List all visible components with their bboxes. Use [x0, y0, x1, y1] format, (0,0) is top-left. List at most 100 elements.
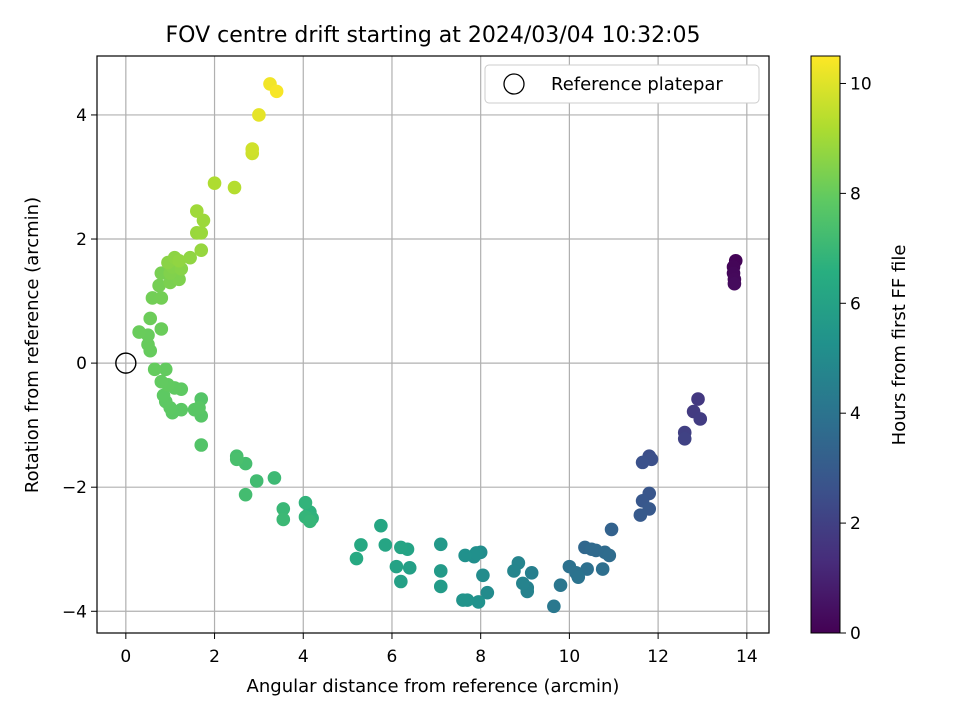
data-point: [635, 455, 650, 470]
data-point: [194, 243, 209, 257]
data-point: [433, 564, 448, 578]
colorbar-tick-label: 0: [850, 624, 861, 644]
data-point: [229, 452, 244, 467]
legend-label: Reference platepar: [551, 74, 723, 95]
reference-point: [115, 352, 137, 374]
data-point: [349, 551, 364, 566]
x-tick-label: 0: [120, 647, 131, 667]
data-point: [374, 518, 388, 533]
data-point: [456, 593, 470, 607]
data-point: [633, 508, 648, 522]
data-point: [190, 204, 204, 218]
x-tick-label: 6: [387, 647, 398, 667]
grid-lines: [97, 56, 769, 633]
data-point: [156, 388, 171, 403]
data-point: [152, 278, 166, 293]
data-point: [691, 392, 705, 406]
data-point: [194, 226, 209, 240]
data-point: [547, 599, 561, 614]
legend-marker: [503, 73, 525, 95]
data-point: [402, 561, 417, 575]
y-tick-label: −4: [62, 602, 87, 622]
data-point: [378, 538, 393, 552]
data-point: [354, 538, 368, 552]
data-point: [602, 548, 617, 563]
data-point: [154, 291, 169, 305]
colorbar-ticks: 0 2 4 6 8 10: [840, 74, 872, 644]
x-tick-label: 12: [647, 647, 669, 667]
data-point: [183, 250, 197, 265]
x-tick-label: 10: [559, 647, 581, 667]
data-point: [143, 311, 158, 326]
data-point: [141, 337, 155, 352]
data-point: [154, 374, 169, 389]
colorbar-tick-label: 6: [850, 294, 861, 314]
data-point: [394, 540, 408, 555]
data-point: [571, 570, 586, 584]
y-tick-label: 4: [76, 106, 87, 126]
y-tick-label: 0: [76, 354, 87, 374]
data-point: [249, 474, 264, 488]
colorbar-tick-label: 2: [850, 514, 861, 534]
data-point: [276, 512, 291, 527]
data-point: [252, 108, 266, 122]
y-axis-label: Rotation from reference (arcmin): [22, 197, 43, 493]
data-point: [677, 432, 692, 446]
legend-box: [484, 64, 760, 104]
legend: Reference platepar: [484, 64, 760, 104]
data-point: [207, 176, 222, 190]
data-point: [238, 487, 253, 502]
data-point: [158, 362, 173, 377]
x-axis-ticks: 0 2 4 6 8 10 12 14: [120, 633, 758, 667]
data-point: [471, 595, 486, 609]
reference-marker: [115, 352, 137, 374]
y-axis-ticks: −4 −2 0 2 4: [62, 106, 97, 622]
data-point: [524, 566, 539, 580]
data-point: [192, 400, 206, 415]
x-tick-label: 2: [209, 647, 220, 667]
colorbar-label: Hours from first FF file: [889, 245, 910, 446]
data-point: [245, 142, 260, 156]
data-point: [476, 568, 490, 583]
data-point: [276, 502, 291, 516]
x-tick-label: 4: [298, 647, 309, 667]
data-point: [194, 438, 209, 452]
x-tick-label: 8: [475, 647, 486, 667]
data-point: [604, 522, 619, 537]
data-point: [267, 471, 282, 485]
plot-frame: [96, 55, 770, 634]
data-point: [433, 537, 448, 552]
data-point: [394, 574, 408, 589]
data-point: [727, 276, 742, 291]
data-point: [553, 578, 568, 593]
colorbar-tick-label: 8: [850, 184, 861, 204]
data-point: [469, 546, 484, 560]
colorbar-tick-label: 10: [850, 74, 872, 94]
colorbar-tick-label: 4: [850, 404, 861, 424]
data-point: [154, 322, 169, 336]
data-point: [172, 253, 186, 268]
data-points: [132, 77, 743, 614]
data-point: [298, 495, 313, 510]
data-point: [389, 559, 404, 574]
data-point: [595, 562, 610, 576]
data-point: [147, 362, 162, 377]
y-tick-label: 2: [76, 230, 87, 250]
data-point: [227, 180, 242, 195]
data-point: [507, 564, 521, 578]
data-point: [516, 576, 530, 591]
y-tick-label: −2: [62, 478, 87, 498]
data-point: [458, 548, 472, 563]
data-point: [269, 84, 284, 99]
colorbar: 0 2 4 6 8 10 Hours from first FF file: [810, 55, 910, 644]
data-point: [480, 585, 495, 600]
chart-title: FOV centre drift starting at 2024/03/04 …: [166, 23, 701, 48]
data-point: [433, 579, 448, 594]
data-point: [580, 562, 594, 576]
data-point: [303, 514, 317, 529]
data-point: [132, 325, 146, 339]
x-axis-label: Angular distance from reference (arcmin): [247, 676, 620, 697]
x-tick-label: 14: [736, 647, 758, 667]
colorbar-gradient: [810, 55, 841, 634]
